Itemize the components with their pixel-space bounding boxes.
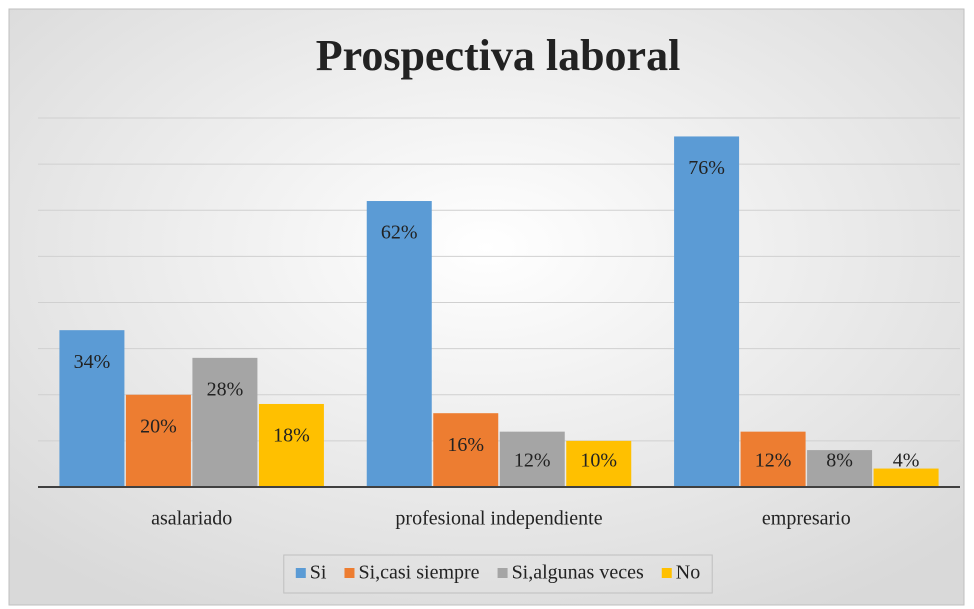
- data-label: 10%: [580, 450, 617, 472]
- x-tick-label: profesional independiente: [395, 508, 602, 530]
- data-label: 28%: [207, 378, 244, 400]
- bar: [674, 136, 740, 487]
- data-label: 76%: [688, 157, 725, 179]
- legend-label: No: [676, 562, 700, 584]
- chart-title: Prospectiva laboral: [316, 31, 681, 80]
- bar: [873, 468, 939, 487]
- x-tick-label: asalariado: [151, 508, 232, 530]
- data-label: 62%: [381, 222, 418, 244]
- legend-swatch: [344, 568, 355, 578]
- data-label: 4%: [893, 450, 920, 472]
- x-tick-label: empresario: [762, 508, 851, 530]
- legend-label: Si,algunas veces: [512, 562, 644, 584]
- bar: [366, 201, 432, 487]
- data-label: 18%: [273, 425, 310, 447]
- legend-swatch: [661, 568, 672, 578]
- legend-label: Si,casi siempre: [358, 562, 479, 584]
- data-label: 12%: [514, 450, 551, 472]
- bar: [59, 330, 125, 487]
- legend-label: Si: [310, 562, 327, 584]
- bar: [807, 450, 873, 487]
- data-label: 12%: [755, 450, 792, 472]
- legend-swatch: [497, 568, 508, 578]
- data-label: 16%: [447, 434, 484, 456]
- bar: [566, 440, 632, 487]
- bar: [433, 413, 499, 487]
- bar: [499, 431, 565, 487]
- data-label: 8%: [826, 450, 853, 472]
- data-label: 34%: [74, 351, 111, 373]
- bar: [258, 403, 324, 487]
- bar: [125, 394, 191, 487]
- legend-box: [283, 554, 713, 594]
- data-label: 20%: [140, 415, 177, 437]
- bar: [192, 357, 258, 487]
- chart-background: [8, 8, 965, 606]
- legend-swatch: [295, 568, 306, 578]
- bar: [740, 431, 806, 487]
